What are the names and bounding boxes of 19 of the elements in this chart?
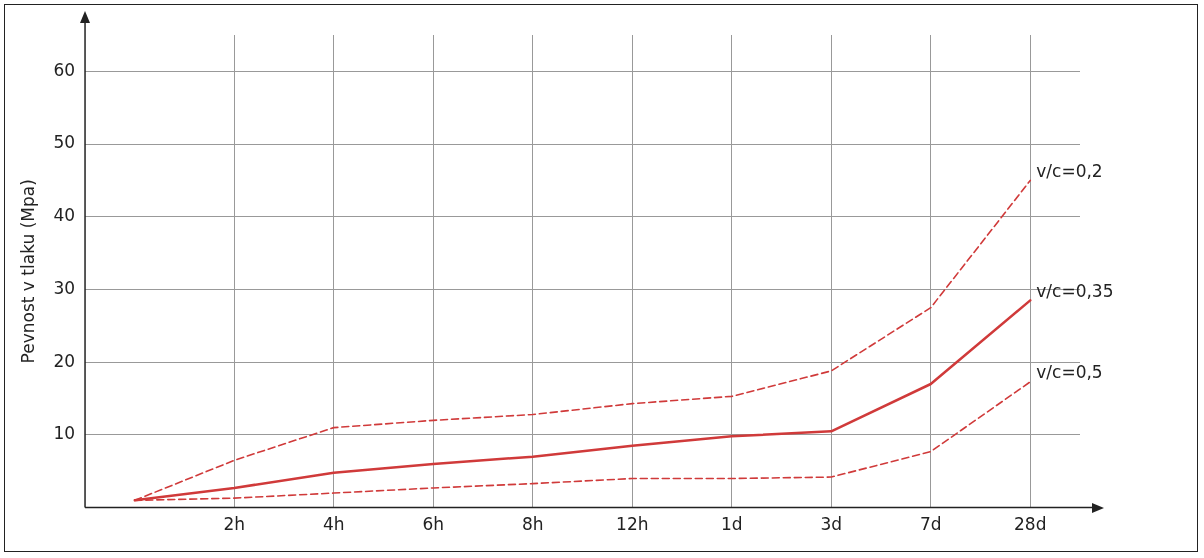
x-tick-label: 7d [919, 514, 942, 535]
y-tick-label: 40 [53, 205, 76, 226]
x-tick-label: 12h [616, 514, 649, 535]
y-tick-label: 20 [53, 350, 76, 371]
y-tick-label: 50 [53, 132, 76, 153]
x-tick-label: 6h [422, 514, 445, 535]
y-tick-label: 30 [53, 277, 76, 298]
x-tick-label: 4h [322, 514, 345, 535]
series-label: v/c=0,35 [1036, 280, 1114, 301]
y-tick-label: 60 [53, 59, 76, 80]
y-axis-title: Pevnost v tlaku (Mpa) [17, 179, 38, 364]
x-tick-label: 28d [1014, 514, 1047, 535]
x-tick-label: 1d [720, 514, 743, 535]
x-tick-label: 8h [521, 514, 544, 535]
x-tick-label: 3d [820, 514, 843, 535]
x-tick-label: 2h [223, 514, 246, 535]
y-tick-label: 10 [53, 423, 76, 444]
series-label: v/c=0,5 [1036, 362, 1103, 383]
series-label: v/c=0,2 [1036, 160, 1103, 181]
